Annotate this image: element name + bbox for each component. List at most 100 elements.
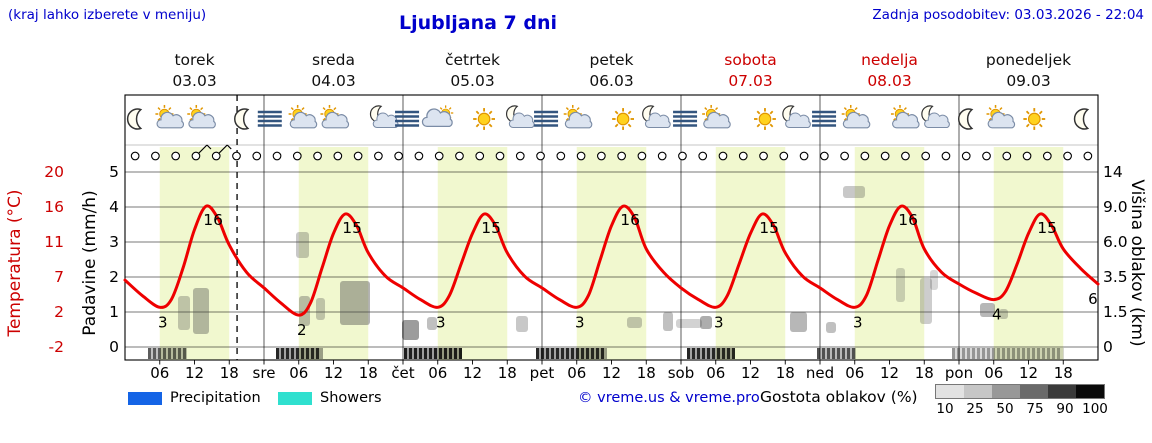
sun-cloud-icon: [986, 104, 1016, 129]
svg-text:15: 15: [342, 219, 362, 237]
day-header-ponedeljek: ponedeljek 09.03: [985, 51, 1072, 90]
day-header-sobota: sobota 07.03: [724, 51, 777, 90]
svg-text:06: 06: [845, 364, 864, 382]
svg-text:2: 2: [54, 303, 64, 321]
day-header-torek: torek 03.03: [172, 51, 217, 90]
day-header-četrtek: četrtek 05.03: [444, 51, 501, 90]
cloud-sun-icon: [421, 105, 454, 128]
svg-text:7: 7: [54, 268, 64, 286]
gridlines: [125, 171, 1098, 348]
moon-cloud-icon: [642, 105, 671, 129]
svg-text:0: 0: [109, 338, 119, 356]
svg-text:18: 18: [915, 364, 934, 382]
svg-text:1: 1: [109, 303, 119, 321]
svg-text:čet: čet: [391, 364, 414, 382]
svg-text:18: 18: [220, 364, 239, 382]
svg-text:12: 12: [324, 364, 343, 382]
weather-icons-row: [126, 104, 1090, 130]
svg-text:12: 12: [741, 364, 760, 382]
sun-icon: [1023, 108, 1046, 130]
axis-tick-labels: 20 16 11 7 2 -2 5 4 3 2 1 0 14 9.0 6.0 3.5 1.5 0: [44, 163, 1127, 356]
svg-text:0: 0: [1103, 338, 1113, 356]
svg-text:11: 11: [44, 233, 64, 251]
svg-text:18: 18: [637, 364, 656, 382]
sun-cloud-icon: [841, 104, 871, 129]
moon-icon: [1073, 108, 1090, 130]
svg-text:14: 14: [1103, 163, 1123, 181]
svg-text:3: 3: [714, 313, 724, 331]
temperature-value-labels: 16 15 15 16 15 16 15 3 2 3 3 3 3 4 6: [158, 211, 1098, 339]
day-header-nedelja: nedelja 08.03: [861, 51, 918, 90]
svg-text:12: 12: [602, 364, 621, 382]
sun-icon: [612, 108, 635, 130]
sun-icon: [754, 108, 776, 130]
svg-text:15: 15: [1037, 219, 1057, 237]
svg-text:-2: -2: [49, 338, 64, 356]
page-title: Ljubljana 7 dni: [398, 12, 558, 34]
svg-text:3: 3: [158, 313, 168, 331]
fog-icon: [534, 110, 559, 127]
precipitation-swatch: [128, 392, 162, 405]
svg-text:2: 2: [297, 321, 307, 339]
svg-text:18: 18: [776, 364, 795, 382]
wind-symbols-row: [130, 144, 1093, 161]
cloud-density-label: Gostota oblakov (%): [760, 388, 918, 406]
moon-icon: [234, 108, 250, 130]
svg-text:12: 12: [185, 364, 204, 382]
temperature-curve: [123, 204, 1100, 317]
svg-text:ned: ned: [806, 364, 834, 382]
day-headers: torek 03.03 sreda 04.03 četrtek 05.03 petek 06.…: [0, 50, 1152, 94]
svg-text:3: 3: [575, 313, 585, 331]
day-header-sreda: sreda 04.03: [311, 51, 356, 90]
svg-text:06: 06: [984, 364, 1003, 382]
svg-text:2: 2: [109, 268, 119, 286]
svg-text:6: 6: [1088, 290, 1098, 308]
moon-cloud-icon: [921, 105, 950, 129]
svg-text:5: 5: [109, 163, 119, 181]
moon-cloud-icon: [506, 105, 535, 129]
svg-text:3: 3: [109, 233, 119, 251]
svg-text:16: 16: [620, 211, 640, 229]
x-axis-labels: 06 12 18 06 12 18 06 12 18 06 12 18 06 12 18 06 12 18 06 12…: [150, 360, 1073, 382]
cloud-density-scale: [935, 384, 1105, 399]
menu-hint: (kraj lahko izberete v meniju): [8, 7, 207, 23]
sun-cloud-icon: [187, 104, 216, 129]
svg-text:6.0: 6.0: [1103, 233, 1128, 251]
sun-icon: [473, 108, 496, 130]
fog-icon: [673, 110, 698, 127]
sun-cloud-icon: [155, 104, 184, 129]
moon-icon: [126, 108, 143, 130]
sun-cloud-icon: [288, 104, 318, 129]
svg-text:12: 12: [880, 364, 899, 382]
svg-text:18: 18: [1054, 364, 1073, 382]
svg-text:9.0: 9.0: [1103, 198, 1128, 216]
daylight-bands: [159, 147, 1064, 360]
precipitation-label: Precipitation: [170, 390, 261, 406]
svg-text:06: 06: [428, 364, 447, 382]
svg-text:12: 12: [463, 364, 482, 382]
fog-icon: [395, 110, 420, 127]
svg-text:20: 20: [44, 163, 64, 181]
fog-icon: [812, 110, 837, 127]
svg-text:3: 3: [853, 313, 863, 331]
sun-cloud-icon: [563, 104, 593, 129]
cloud-density-ticks: 10 25 50 75 90 100: [936, 401, 1108, 417]
svg-text:pon: pon: [945, 364, 973, 382]
cloud-layers: [178, 186, 1008, 340]
svg-text:15: 15: [481, 219, 501, 237]
svg-text:15: 15: [759, 219, 779, 237]
svg-text:16: 16: [898, 211, 918, 229]
sun-cloud-icon: [320, 104, 350, 129]
moon-icon: [958, 108, 974, 130]
svg-text:06: 06: [567, 364, 586, 382]
last-update: Zadnja posodobitev: 03.03.2026 - 22:04: [872, 7, 1144, 23]
copyright-link[interactable]: © vreme.us & vreme.pro: [578, 390, 760, 406]
svg-text:4: 4: [109, 198, 119, 216]
svg-text:16: 16: [203, 211, 223, 229]
svg-text:pet: pet: [530, 364, 555, 382]
ground-cloud-bars: [148, 348, 1064, 359]
svg-text:4: 4: [992, 306, 1002, 324]
svg-text:18: 18: [498, 364, 517, 382]
